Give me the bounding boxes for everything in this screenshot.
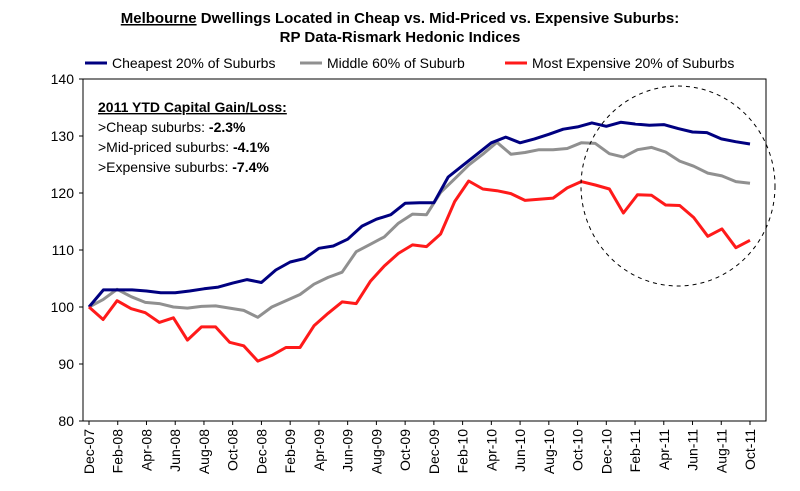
x-tick-label: Oct-10 [570, 429, 586, 471]
x-tick-label: Jun-09 [340, 429, 356, 472]
series-lines [87, 120, 751, 363]
x-tick-label: Feb-11 [627, 429, 643, 473]
x-tick-label: Dec-09 [426, 429, 442, 474]
series-line-2 [88, 179, 751, 363]
chart-title-city: Melbourne [121, 10, 197, 27]
x-tick-label: Aug-11 [713, 429, 729, 473]
annotation-line-expensive-label: >Expensive suburbs: [98, 159, 232, 175]
y-tick-label: 100 [51, 299, 75, 315]
annotation-line-mid: >Mid-priced suburbs: -4.1% [98, 139, 270, 155]
series-line-0 [87, 120, 751, 308]
x-tick-label: Aug-08 [196, 429, 212, 474]
x-tick-label: Feb-09 [282, 429, 298, 474]
annotation-line-cheap: >Cheap suburbs: -2.3% [98, 119, 246, 135]
legend-label-2: Most Expensive 20% of Suburbs [532, 55, 734, 71]
y-tick-label: 80 [58, 413, 74, 429]
x-tick-label: Aug-10 [541, 429, 557, 474]
y-tick-label: 120 [51, 185, 75, 201]
x-tick-label: Apr-10 [483, 429, 499, 471]
annotation-heading: 2011 YTD Capital Gain/Loss: [98, 99, 287, 115]
x-tick-label: Oct-08 [225, 429, 241, 471]
x-tick-label: Jun-08 [167, 429, 183, 472]
x-tick-label: Apr-08 [138, 429, 154, 471]
y-axis: 80 90 100 110 120 130 140 [51, 71, 83, 429]
x-tick-label: Dec-07 [81, 429, 97, 474]
annotation-line-mid-label: >Mid-priced suburbs: [98, 139, 233, 155]
series-line-1 [88, 140, 751, 319]
x-axis: Dec-07 Feb-08 Apr-08 Jun-08 Aug-08 Oct-08 Dec-… [81, 421, 758, 474]
x-tick-label: Apr-09 [311, 429, 327, 471]
x-tick-label: Jun-10 [512, 429, 528, 472]
annotation-line-cheap-value: -2.3% [209, 119, 246, 135]
x-tick-label: Jun-11 [685, 429, 701, 471]
annotation-line-expensive-value: -7.4% [232, 159, 269, 175]
x-tick-label: Feb-10 [455, 429, 471, 474]
y-tick-label: 90 [58, 356, 74, 372]
x-tick-label: Dec-08 [253, 429, 269, 474]
annotation-box: 2011 YTD Capital Gain/Loss: >Cheap subur… [98, 99, 287, 175]
annotation-line-cheap-label: >Cheap suburbs: [98, 119, 209, 135]
legend: Cheapest 20% of Suburbs Middle 60% of Sub… [85, 55, 734, 71]
x-tick-label: Oct-11 [742, 429, 758, 470]
x-tick-label: Dec-10 [598, 429, 614, 474]
y-tick-label: 140 [51, 71, 75, 87]
x-tick-label: Apr-11 [656, 429, 672, 470]
y-tick-label: 130 [51, 128, 75, 144]
x-tick-label: Feb-08 [110, 429, 126, 474]
legend-label-0: Cheapest 20% of Suburbs [112, 55, 275, 71]
chart-title-rest: Dwellings Located in Cheap vs. Mid-Price… [197, 10, 680, 27]
y-tick-label: 110 [52, 242, 75, 258]
annotation-line-mid-value: -4.1% [233, 139, 270, 155]
x-tick-label: Oct-09 [397, 429, 413, 471]
highlight-circle [580, 85, 776, 287]
annotation-line-expensive: >Expensive suburbs: -7.4% [98, 159, 269, 175]
legend-label-1: Middle 60% of Suburb [327, 55, 465, 71]
chart-title: Melbourne Dwellings Located in Cheap vs.… [121, 10, 679, 27]
x-tick-label: Aug-09 [368, 429, 384, 474]
chart-subtitle: RP Data-Rismark Hedonic Indices [280, 29, 521, 46]
